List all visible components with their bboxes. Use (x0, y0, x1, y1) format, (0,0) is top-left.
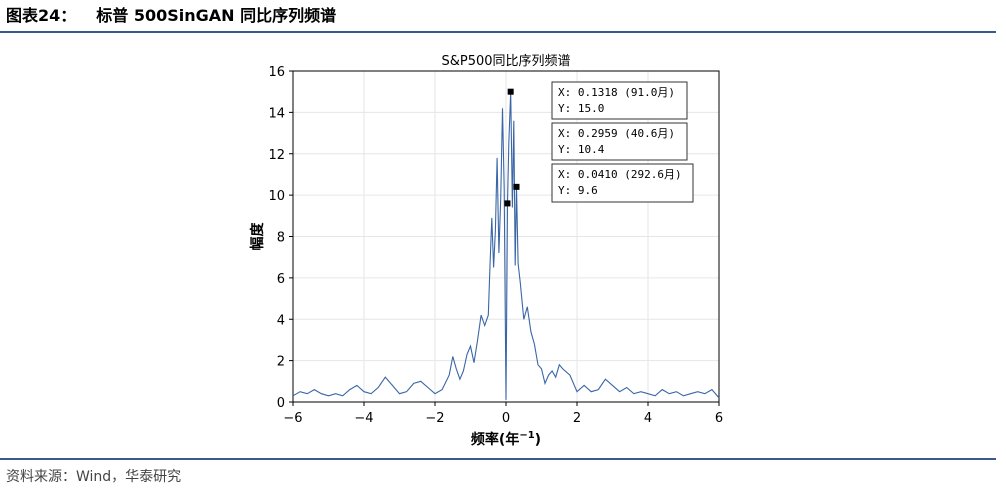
x-axis-label-sup: −1 (519, 430, 534, 441)
datatip-frame (551, 163, 694, 203)
datatip-x-text: X: 0.0410 (292.6月) (558, 168, 682, 181)
tick-layer: −6 −4 −2 0 2 4 6 0 2 4 6 8 10 12 14 16 (268, 65, 723, 426)
y-tick-label: 6 (277, 272, 285, 287)
datatip-box: X: 0.0410 (292.6月) Y: 9.6 (551, 163, 694, 203)
spectrum-line (292, 91, 720, 400)
figure-label: 图表24： (6, 6, 77, 25)
datatip-x-text: X: 0.2959 (40.6月) (558, 127, 675, 140)
y-tick-label: 14 (268, 106, 285, 121)
datatip-y-text: Y: 15.0 (558, 102, 604, 115)
spectrum-chart: −6 −4 −2 0 2 4 6 0 2 4 6 8 10 12 14 16 X: 0.1318 (91.0月… (249, 54, 723, 448)
x-tick-label: −6 (283, 411, 302, 426)
y-tick-label: 8 (277, 231, 285, 246)
x-tick-label: 0 (502, 411, 510, 426)
peak-marker (507, 88, 514, 95)
x-tick-label: −4 (354, 411, 373, 426)
figure-title: 标普 500SinGAN 同比序列频谱 (96, 6, 337, 25)
annotation-layer: X: 0.1318 (91.0月) Y: 15.0 X: 0.2959 (40.6月… (551, 81, 694, 203)
peak-marker (504, 200, 511, 207)
chart-title: S&P500同比序列频谱 (441, 54, 570, 69)
y-tick-label: 12 (268, 148, 285, 163)
y-axis-label: 幅度 (249, 222, 266, 251)
marker-layer (504, 88, 520, 207)
x-tick-label: −2 (425, 411, 444, 426)
y-tick-label: 4 (277, 313, 285, 328)
x-axis-label: 频率(年−1) (471, 430, 541, 448)
figure-header: 图表24： 标普 500SinGAN 同比序列频谱 (6, 4, 996, 28)
x-tick-label: 4 (644, 411, 652, 426)
source-note: 资料来源：Wind，华泰研究 (6, 469, 182, 485)
datatip-box: X: 0.1318 (91.0月) Y: 15.0 (551, 81, 688, 120)
datatip-y-text: Y: 9.6 (558, 184, 598, 197)
x-tick-label: 6 (715, 411, 723, 426)
datatip-y-text: Y: 10.4 (558, 143, 605, 156)
datatip-frame (551, 122, 688, 161)
header-rule (0, 31, 996, 33)
peak-marker (513, 183, 520, 190)
y-tick-label: 2 (277, 355, 285, 370)
y-tick-label: 0 (277, 396, 285, 411)
x-axis-label-close: ) (535, 432, 541, 448)
y-tick-label: 10 (268, 189, 285, 204)
datatip-frame (551, 81, 688, 120)
datatip-box: X: 0.2959 (40.6月) Y: 10.4 (551, 122, 688, 161)
x-tick-label: 2 (573, 411, 581, 426)
footer-rule (0, 458, 996, 460)
y-tick-label: 16 (268, 65, 285, 80)
x-axis-label-main: 频率(年 (471, 431, 519, 448)
datatip-x-text: X: 0.1318 (91.0月) (558, 86, 675, 99)
